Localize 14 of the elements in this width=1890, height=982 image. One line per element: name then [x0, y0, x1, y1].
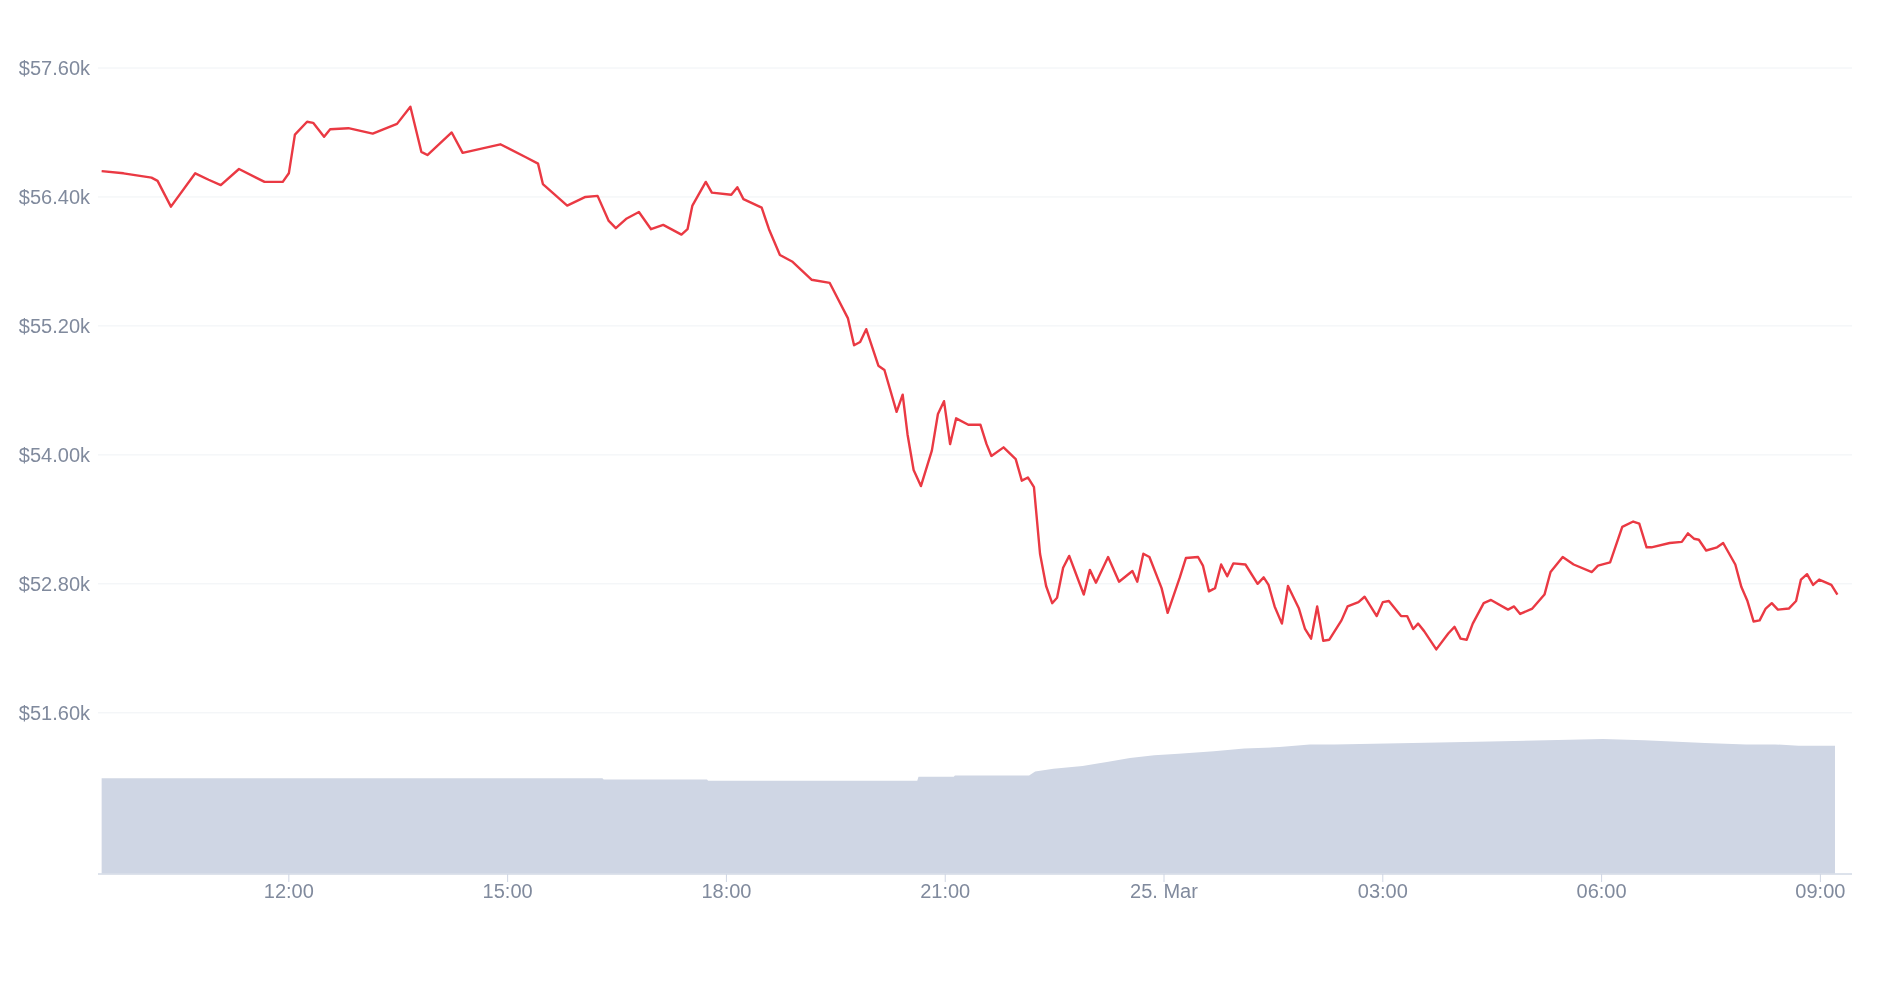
- y-tick-label: $52.80k: [18, 572, 91, 595]
- x-tick-label: 15:00: [482, 880, 533, 903]
- x-tick-label: 21:00: [920, 880, 971, 903]
- y-tick-label: $55.20k: [18, 315, 91, 338]
- y-tick-label: $51.60k: [18, 701, 91, 724]
- x-tick-label: 18:00: [701, 880, 752, 903]
- x-tick-label: 25. Mar: [1130, 880, 1199, 903]
- y-tick-label: $56.40k: [18, 186, 91, 209]
- y-tick-label: $54.00k: [18, 443, 91, 466]
- x-tick-label: 03:00: [1357, 880, 1408, 903]
- x-tick-label: 09:00: [1795, 880, 1846, 903]
- x-tick-label: 06:00: [1576, 880, 1627, 903]
- y-tick-label: $57.60k: [18, 57, 91, 80]
- x-tick-label: 12:00: [263, 880, 314, 903]
